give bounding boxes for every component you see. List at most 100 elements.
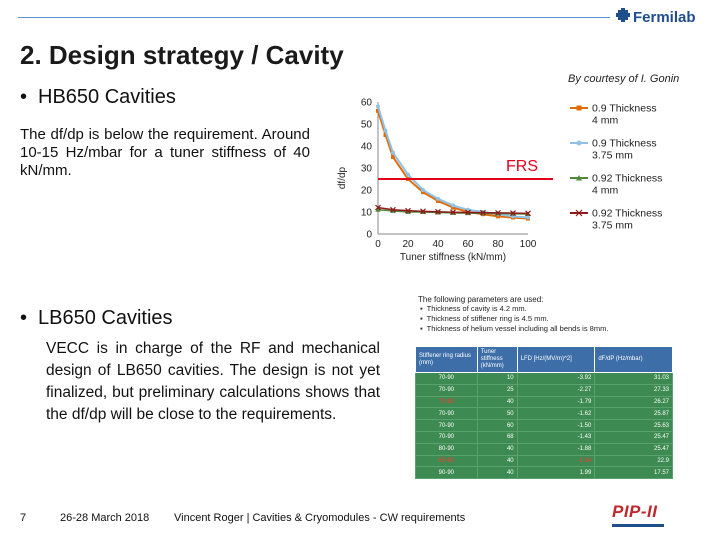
x-tick-label: 0 bbox=[375, 239, 381, 250]
x-tick-label: 40 bbox=[432, 239, 444, 250]
col-lfd-header: LFD [Hz/(MV/m)^2] bbox=[516, 346, 596, 373]
footer-author: Vincent Roger | Cavities & Cryomodules -… bbox=[174, 512, 466, 524]
data-point bbox=[376, 108, 380, 113]
data-point bbox=[383, 133, 388, 137]
data-point bbox=[465, 209, 471, 216]
data-point bbox=[375, 207, 381, 212]
data-point bbox=[451, 203, 455, 208]
table-row: 80-90 40 -1.88 25.47 bbox=[415, 442, 673, 456]
data-point bbox=[405, 209, 411, 214]
page-number: 7 bbox=[20, 512, 27, 524]
table-row: 70-90 60 -1.50 25.63 bbox=[415, 419, 673, 432]
cell-radius: 70-90 bbox=[415, 383, 478, 397]
courtesy-note: By courtesy of I. Gonin bbox=[568, 73, 680, 85]
table-row: 70-90 25 -2.27 27.33 bbox=[415, 383, 673, 397]
cell-lfd: -1.43 bbox=[516, 430, 596, 444]
cell-stiffness: 40 bbox=[476, 442, 518, 456]
x-tick-label: 20 bbox=[402, 239, 414, 250]
cell-stiffness: 68 bbox=[476, 430, 518, 444]
cell-dfdp: 26.27 bbox=[594, 395, 673, 409]
data-point bbox=[526, 215, 530, 220]
cell-radius: 70-90 bbox=[415, 419, 478, 432]
cell-stiffness: 25 bbox=[476, 383, 518, 397]
legend-label: 0.9 Thickness 4 mm bbox=[592, 103, 657, 127]
legend-marker bbox=[576, 105, 582, 111]
cell-radius: 85-90 bbox=[415, 454, 478, 468]
legend-marker bbox=[576, 175, 582, 181]
cell-lfd: -2.27 bbox=[516, 383, 596, 397]
cell-dfdp: 25.87 bbox=[594, 407, 673, 421]
data-point bbox=[390, 206, 396, 213]
table-row: 70-90 10 -3.92 31.03 bbox=[415, 372, 673, 385]
cell-lfd: -1.50 bbox=[516, 419, 596, 432]
legend-marker bbox=[575, 209, 583, 217]
cell-lfd: 1.99 bbox=[516, 466, 596, 480]
cell-dfdp: 25.47 bbox=[594, 430, 673, 444]
data-point bbox=[435, 208, 441, 215]
col-dfdp-header: dF/dP (Hz/mbar) bbox=[594, 346, 673, 373]
y-tick-label: 60 bbox=[361, 98, 373, 109]
y-tick-label: 30 bbox=[361, 164, 373, 175]
cell-stiffness: 50 bbox=[476, 407, 518, 421]
cell-radius: 70-90 bbox=[415, 407, 478, 421]
cell-dfdp: 25.47 bbox=[594, 442, 673, 456]
x-tick-label: 80 bbox=[492, 239, 504, 250]
parameter-item: Thickness of stiffener ring is 4.5 mm. bbox=[420, 314, 676, 324]
data-point bbox=[405, 207, 411, 214]
bullet-dot: • bbox=[20, 307, 28, 329]
y-tick-label: 20 bbox=[361, 186, 373, 197]
cell-lfd: -1.88 bbox=[516, 442, 596, 456]
cell-lfd: -1.62 bbox=[516, 407, 596, 421]
cell-stiffness: 40 bbox=[476, 466, 518, 480]
cell-radius: 70-90 bbox=[415, 372, 478, 385]
data-point bbox=[421, 190, 425, 195]
data-point bbox=[436, 196, 440, 201]
bullet-lb650-label: LB650 Cavities bbox=[38, 307, 173, 329]
y-tick-label: 40 bbox=[361, 142, 373, 153]
cell-radius: 80-90 bbox=[415, 442, 478, 456]
parameters-table: Stiffener ring radius (mm) Tuner stiffne… bbox=[415, 346, 673, 480]
col-radius-header: Stiffener ring radius (mm) bbox=[415, 346, 478, 373]
data-point bbox=[495, 209, 501, 216]
parameters-table-body: 70-90 10 -3.92 31.03 70-90 25 -2.27 27.33 70-90 4… bbox=[415, 372, 673, 480]
frs-annotation: FRS bbox=[506, 158, 538, 175]
cell-radius: 90-90 bbox=[415, 466, 478, 480]
fermilab-brand: Fermilab bbox=[616, 8, 696, 27]
data-point bbox=[480, 209, 486, 216]
header-rule bbox=[18, 17, 610, 18]
table-row: 70-90 50 -1.62 25.87 bbox=[415, 407, 673, 421]
legend-label: 0.9 Thickness 3.75 mm bbox=[592, 138, 657, 162]
y-tick-label: 10 bbox=[361, 208, 373, 219]
slide-title: 2. Design strategy / Cavity bbox=[20, 40, 344, 70]
col-stiffness-header: Tuner stiffness (kN/mm) bbox=[476, 346, 518, 373]
data-point bbox=[436, 199, 440, 203]
table-row: 70-90 68 -1.43 25.47 bbox=[415, 430, 673, 444]
cell-stiffness: 40 bbox=[476, 395, 518, 409]
hb650-text: The df/dp is below the requirement. Arou… bbox=[20, 126, 310, 179]
data-point bbox=[450, 209, 456, 216]
dfdp-chart: 0 10 20 30 40 50 60 0 20 40 60 80 100 Tuner stiffness… bbox=[330, 88, 720, 270]
data-point bbox=[406, 172, 410, 177]
parameters-list: Thickness of cavity is 4.2 mm. Thickness… bbox=[420, 304, 676, 334]
parameter-item: Thickness of helium vessel including all… bbox=[420, 324, 676, 334]
cell-dfdp: 22.9 bbox=[594, 454, 673, 468]
parameters-panel: The following parameters are used: Thick… bbox=[408, 293, 676, 481]
x-axis-title: Tuner stiffness (kN/mm) bbox=[400, 252, 506, 263]
parameter-item: Thickness of cavity is 4.2 mm. bbox=[420, 304, 676, 314]
legend-label: 0.92 Thickness 4 mm bbox=[592, 173, 662, 197]
bullet-hb650: • HB650 Cavities bbox=[20, 86, 176, 109]
cell-dfdp: 17.57 bbox=[594, 466, 673, 480]
data-point bbox=[383, 128, 388, 133]
data-point bbox=[391, 155, 395, 159]
cell-stiffness: 10 bbox=[476, 372, 518, 385]
y-tick-label: 50 bbox=[361, 120, 373, 131]
cell-stiffness: 60 bbox=[476, 419, 518, 432]
footer-date: 26-28 March 2018 bbox=[60, 512, 150, 524]
table-row: 70-90 40 -1.79 26.27 bbox=[415, 395, 673, 409]
cell-radius: 70-90 bbox=[415, 395, 478, 409]
data-point bbox=[375, 204, 381, 211]
pip2-logo-bar bbox=[612, 524, 664, 527]
data-point bbox=[421, 188, 425, 192]
bullet-lb650: • LB650 Cavities bbox=[20, 307, 173, 330]
